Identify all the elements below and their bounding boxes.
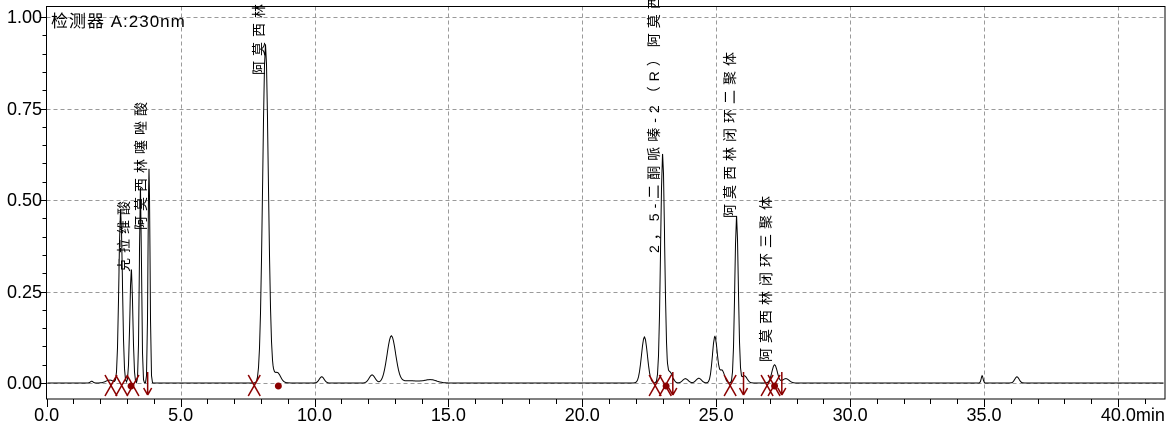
axis-ticks <box>39 17 1146 407</box>
peak-label: 阿莫西林闭环二聚体 <box>721 46 738 218</box>
x-axis-tick-label: 10.0 <box>296 405 333 425</box>
x-axis-tick-label: 5.0 <box>168 405 194 425</box>
peak-label: 2，5-二酮哌嗪-2（R）阿莫西林 <box>645 0 662 254</box>
y-axis-tick-label: 1.00 <box>6 7 42 27</box>
x-axis-tick-label: 35.0 <box>966 405 1002 425</box>
peak-label: 阿莫西林 <box>250 0 267 75</box>
y-axis-tick-label: 0.00 <box>6 373 42 393</box>
peak-label: 克拉维酸 <box>116 196 133 273</box>
x-axis-tick-label: 40.0min <box>1100 405 1165 425</box>
x-axis-tick-label: 30.0 <box>832 405 868 425</box>
detector-wavelength-label: 检测器 A:230nm <box>51 12 186 31</box>
x-axis-tick-label: 0.0 <box>34 405 60 425</box>
x-axis-tick-label: 25.0 <box>698 405 734 425</box>
gridlines <box>46 6 1165 399</box>
integrator-marks <box>104 372 787 397</box>
y-axis-tick-label: 0.50 <box>6 190 42 210</box>
y-axis-tick-label: 0.75 <box>6 98 42 119</box>
x-axis-tick-label: 15.0 <box>430 405 466 425</box>
x-axis-tick-label: 20.0 <box>564 405 600 425</box>
y-axis-tick-label: 0.25 <box>6 281 42 302</box>
peak-label: 阿莫西林闭环三聚体 <box>758 191 775 363</box>
chromatogram-trace <box>47 44 1164 384</box>
peak-label: 阿莫西林噻唑酸 <box>132 97 149 230</box>
plot-border <box>46 6 1166 400</box>
